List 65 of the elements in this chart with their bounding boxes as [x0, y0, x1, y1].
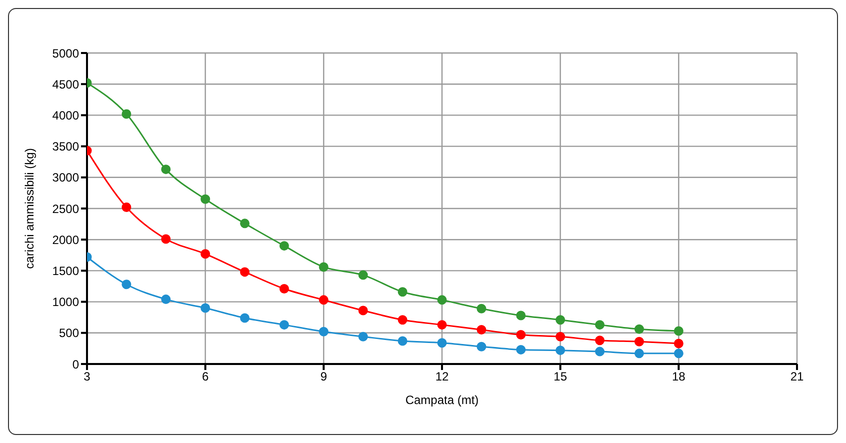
- point: [318, 326, 328, 336]
- point: [556, 346, 566, 356]
- point: [437, 338, 447, 348]
- point: [161, 294, 171, 304]
- point: [279, 241, 289, 251]
- point: [556, 332, 566, 342]
- x-tick-label: 15: [554, 370, 568, 384]
- point: [161, 164, 171, 174]
- y-tick-label: 3500: [52, 140, 80, 154]
- point: [318, 262, 328, 272]
- point: [240, 267, 250, 277]
- point: [674, 348, 684, 358]
- point: [437, 295, 447, 305]
- point: [476, 304, 486, 314]
- point: [200, 249, 210, 259]
- point: [516, 344, 526, 354]
- point: [122, 109, 132, 119]
- point: [595, 336, 605, 346]
- point: [318, 295, 328, 305]
- point: [122, 202, 132, 212]
- y-tick-label: 2000: [52, 232, 80, 247]
- y-tick-label: 4000: [52, 108, 80, 122]
- x-tick-label: 9: [320, 370, 328, 384]
- point: [240, 218, 250, 228]
- point: [437, 320, 447, 330]
- y-tick-label: 4500: [52, 77, 80, 92]
- point: [556, 315, 566, 325]
- y-tick-label: 500: [58, 326, 80, 340]
- point: [398, 315, 408, 325]
- point: [358, 270, 368, 280]
- point: [398, 336, 408, 346]
- point: [476, 325, 486, 335]
- point: [358, 332, 368, 342]
- point: [595, 346, 605, 356]
- point: [279, 284, 289, 294]
- x-axis-title: Campata (mt): [405, 393, 479, 407]
- point: [595, 320, 605, 330]
- y-tick-label: 3000: [52, 170, 80, 185]
- x-tick-label: 12: [435, 370, 449, 384]
- point: [674, 338, 684, 348]
- point: [674, 326, 684, 336]
- point: [634, 324, 644, 334]
- point: [516, 310, 526, 320]
- y-tick-label: 1500: [52, 264, 80, 278]
- y-axis-title: carichi ammissibili (kg): [22, 148, 36, 269]
- point: [200, 303, 210, 313]
- point: [516, 330, 526, 340]
- x-tick-label: 6: [202, 370, 209, 384]
- point: [279, 320, 289, 330]
- point: [122, 280, 132, 290]
- point: [200, 194, 210, 204]
- point: [240, 313, 250, 323]
- y-tick-label: 2500: [52, 202, 80, 216]
- point: [161, 234, 171, 244]
- y-tick-label: 1000: [52, 295, 80, 310]
- point: [634, 336, 644, 346]
- point: [634, 348, 644, 358]
- x-tick-label: 18: [672, 370, 686, 384]
- point: [358, 306, 368, 316]
- y-tick-label: 0: [72, 357, 80, 372]
- y-tick-label: 5000: [52, 46, 80, 60]
- point: [476, 342, 486, 352]
- x-tick-label: 21: [790, 370, 804, 384]
- x-tick-label: 3: [84, 370, 91, 384]
- point: [398, 287, 408, 297]
